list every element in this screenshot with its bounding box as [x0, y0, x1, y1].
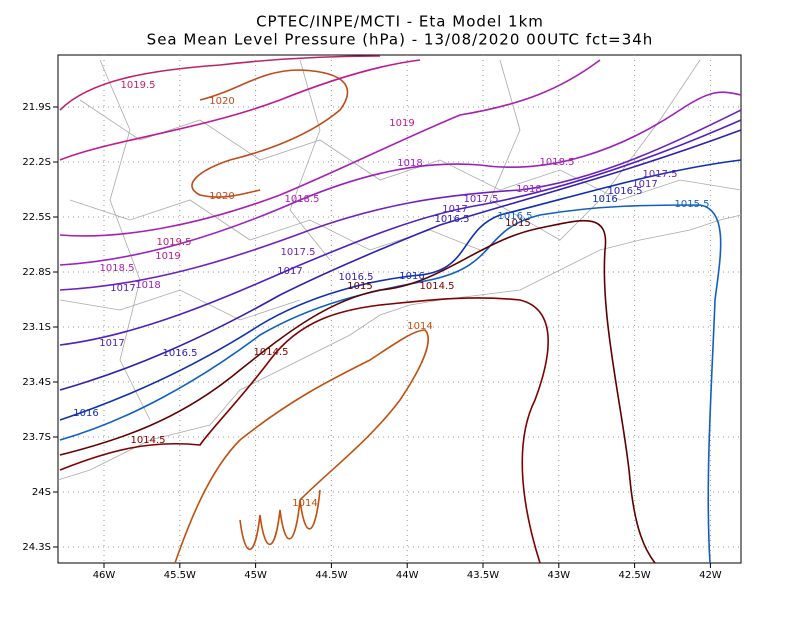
contour [174, 329, 429, 564]
contour-label: 1017 [442, 204, 467, 215]
x-label: 42W [699, 570, 722, 581]
contour-label: 1014.5 [420, 281, 455, 292]
x-label: 45W [244, 570, 267, 581]
contour-label: 1019.5 [157, 237, 192, 248]
x-label: 46W [93, 570, 116, 581]
contour [59, 59, 601, 237]
contour-label: 1016.5 [163, 348, 198, 359]
contour-label: 1014.5 [131, 435, 166, 446]
x-label: 43.5W [467, 570, 499, 581]
y-label: 22.2S [22, 157, 51, 168]
contour [59, 204, 722, 564]
boundaries [57, 59, 742, 481]
contour-label: 1016.5 [498, 211, 533, 222]
contour-label: 1016.5 [608, 186, 643, 197]
y-label: 23.4S [22, 377, 51, 388]
frame [57, 54, 742, 564]
y-label: 24.3S [22, 542, 51, 553]
contour [59, 129, 742, 391]
contour-label: 1019 [155, 251, 180, 262]
contour [59, 109, 742, 291]
contour-label: 1017 [110, 283, 135, 294]
contour [59, 159, 742, 421]
contour-label: 1016 [73, 408, 98, 419]
contour-label: 1018 [516, 184, 541, 195]
contour [59, 55, 381, 111]
contour [59, 59, 421, 161]
y-label: 22.5S [22, 212, 51, 223]
contour-label: 1014 [407, 321, 432, 332]
contour-label: 1015.5 [675, 199, 710, 210]
contour-label: 1017.5 [464, 194, 499, 205]
x-label: 43W [547, 570, 570, 581]
contour-label: 1018 [135, 280, 160, 291]
contour-label: 1017 [632, 179, 657, 190]
contour-label: 1020 [209, 96, 234, 107]
contour-label: 1018.5 [540, 157, 575, 168]
contour-label: 1018.5 [285, 194, 320, 205]
contour-label: 1016 [592, 194, 617, 205]
contour-label: 1017.5 [643, 169, 678, 180]
contour-label: 1016.5 [435, 214, 470, 225]
contour-label: 1014.5 [254, 347, 289, 358]
contour-label: 1015 [347, 281, 372, 292]
contour-label: 1018 [397, 158, 422, 169]
y-label: 23.7S [22, 432, 51, 443]
contour [191, 69, 349, 198]
contour-label: 1017 [99, 338, 124, 349]
y-label: 21.9S [22, 102, 51, 113]
y-label: 23.1S [22, 322, 51, 333]
y-label: 24S [32, 487, 51, 498]
contour-label: 1018.5 [100, 263, 135, 274]
contour-label: 1014 [292, 498, 317, 509]
axes: 46W 45.5W 45W 44.5W 44W 43.5W 43W 42.5W 42W 21.9S… [22, 102, 721, 581]
contour [59, 119, 742, 346]
contour-label: 1020 [209, 191, 234, 202]
contour [59, 219, 656, 564]
contour-label: 1017.5 [281, 247, 316, 258]
contour-label: 1016 [399, 271, 424, 282]
contour-label: 1015 [505, 218, 530, 229]
contour [59, 91, 742, 266]
title: CPTEC/INPE/MCTI - Eta Model 1km [256, 13, 544, 31]
x-label: 44.5W [315, 570, 347, 581]
contour-label: 1019.5 [121, 80, 156, 91]
y-label: 22.8S [22, 267, 51, 278]
contour [59, 297, 549, 564]
x-label: 45.5W [164, 570, 196, 581]
x-label: 44W [396, 570, 419, 581]
subtitle: Sea Mean Level Pressure (hPa) - 13/08/20… [147, 31, 654, 49]
contour-label: 1017 [277, 266, 302, 277]
contours [59, 55, 742, 564]
contour-label: 1016.5 [339, 272, 374, 283]
x-label: 42.5W [619, 570, 651, 581]
contour-label: 1019 [389, 118, 414, 129]
